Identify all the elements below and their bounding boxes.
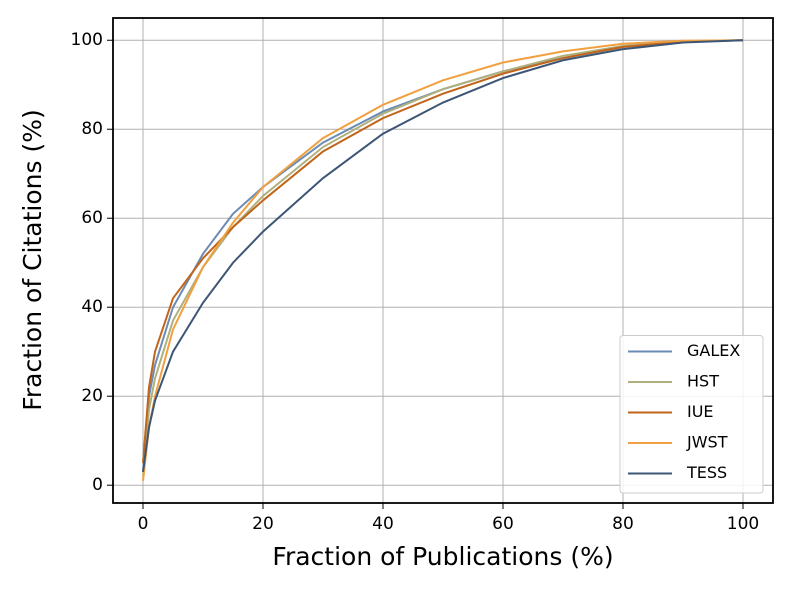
y-tick-label: 60 [81,208,103,228]
legend-label: IUE [687,402,714,421]
x-tick-label: 40 [372,514,394,534]
y-tick-label: 20 [81,386,103,406]
x-tick-label: 0 [138,514,149,534]
plot-frame [112,17,774,504]
y-tick-label: 40 [81,297,103,317]
x-tick-label: 60 [492,514,514,534]
line-series [142,39,744,464]
line-series [142,39,744,481]
line-series [142,39,744,477]
x-tick-label: 20 [252,514,274,534]
y-axis-label: Fraction of Citations (%) [18,109,47,410]
legend: GALEX HST IUE JWST TESS [619,335,764,494]
legend-label: JWST [686,433,728,452]
legend-label: GALEX [687,341,740,360]
x-tick-label: 80 [612,514,634,534]
legend-label: HST [687,372,719,391]
y-tick-label: 0 [92,475,103,495]
x-tick-label: 100 [727,514,759,534]
x-axis-label: Fraction of Publications (%) [272,542,613,571]
y-tick-label: 100 [71,30,103,50]
line-series [142,39,744,472]
legend-label: TESS [686,463,727,482]
y-tick-label: 80 [81,119,103,139]
legend-box [619,335,764,494]
